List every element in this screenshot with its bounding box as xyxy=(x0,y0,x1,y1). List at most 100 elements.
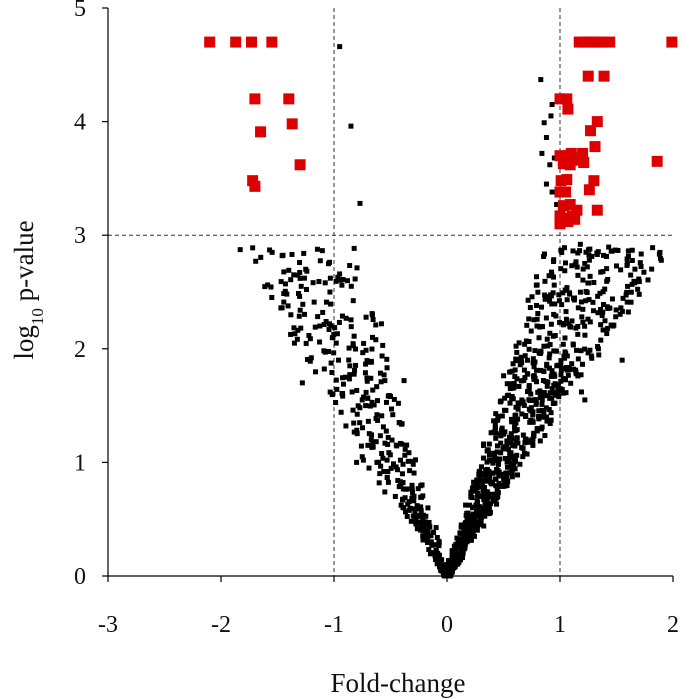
data-point-301 xyxy=(468,489,474,495)
data-point-832 xyxy=(493,411,499,417)
data-point-60 xyxy=(384,457,390,463)
data-point-975 xyxy=(430,529,436,535)
data-point-1058 xyxy=(531,373,537,379)
data-point-1038 xyxy=(466,521,472,527)
data-point-156 xyxy=(413,517,419,523)
data-point-10 xyxy=(538,77,544,83)
data-point-954 xyxy=(413,457,419,463)
significant-point-0 xyxy=(204,36,216,48)
data-point-1004 xyxy=(604,266,610,272)
data-point-303 xyxy=(559,302,565,308)
y-tick-label-0: 0 xyxy=(74,564,86,590)
data-point-1205 xyxy=(429,542,435,548)
data-point-677 xyxy=(575,356,581,362)
y-tick-label-3: 3 xyxy=(74,223,86,249)
data-point-542 xyxy=(530,419,536,425)
significant-point-46 xyxy=(554,210,566,222)
data-point-1355 xyxy=(478,470,484,476)
significant-point-39 xyxy=(583,184,595,196)
significant-point-11 xyxy=(573,36,585,48)
data-point-1267 xyxy=(551,257,557,263)
data-point-494 xyxy=(560,290,566,296)
data-point-907 xyxy=(547,390,553,396)
data-point-762 xyxy=(346,357,352,363)
data-point-57 xyxy=(376,480,382,486)
data-point-629 xyxy=(562,268,568,274)
data-point-276 xyxy=(383,399,389,405)
data-point-189 xyxy=(536,408,542,414)
data-point-917 xyxy=(529,294,535,300)
data-point-895 xyxy=(586,252,592,258)
data-point-693 xyxy=(645,277,651,283)
data-point-423 xyxy=(625,253,631,259)
data-point-39 xyxy=(347,363,353,369)
data-point-582 xyxy=(494,487,500,493)
data-point-174 xyxy=(543,315,549,321)
data-point-1175 xyxy=(488,451,494,457)
data-point-586 xyxy=(471,533,477,539)
data-point-46 xyxy=(382,378,388,384)
data-point-1040 xyxy=(595,293,601,299)
data-point-1135 xyxy=(554,363,560,369)
data-point-834 xyxy=(534,426,540,432)
data-point-1129 xyxy=(447,566,453,572)
data-point-845 xyxy=(354,265,360,271)
data-point-267 xyxy=(498,440,504,446)
data-point-635 xyxy=(499,427,505,433)
data-point-1279 xyxy=(573,367,579,373)
data-point-1189 xyxy=(550,333,556,339)
data-point-1216 xyxy=(402,446,408,452)
data-point-540 xyxy=(334,386,340,392)
data-point-5 xyxy=(297,275,303,281)
data-point-731 xyxy=(313,369,319,375)
data-point-490 xyxy=(286,267,292,273)
data-point-1019 xyxy=(419,482,425,488)
data-point-741 xyxy=(368,358,374,364)
data-point-876 xyxy=(511,459,517,465)
data-point-194 xyxy=(597,290,603,296)
data-point-720 xyxy=(493,483,499,489)
data-point-588 xyxy=(334,331,340,337)
data-point-552 xyxy=(546,273,552,279)
data-point-717 xyxy=(533,302,539,308)
data-point-1219 xyxy=(380,342,386,348)
significant-point-27 xyxy=(554,150,566,162)
data-point-1263 xyxy=(487,509,493,515)
data-point-281 xyxy=(563,316,569,322)
data-point-893 xyxy=(269,294,275,300)
data-point-590 xyxy=(612,247,618,253)
data-point-557 xyxy=(566,367,572,373)
data-point-1077 xyxy=(624,261,630,267)
x-tick-label-0: -3 xyxy=(98,612,118,638)
data-point-248 xyxy=(548,269,554,275)
data-point-861 xyxy=(475,490,481,496)
data-point-1252 xyxy=(281,299,287,305)
data-point-885 xyxy=(580,306,586,312)
data-point-1044 xyxy=(337,271,343,277)
data-point-1174 xyxy=(525,371,531,377)
data-point-596 xyxy=(617,311,623,317)
data-point-1104 xyxy=(624,299,630,305)
data-point-580 xyxy=(397,457,403,463)
significant-point-9 xyxy=(247,175,259,187)
data-point-759 xyxy=(321,322,327,328)
data-point-991 xyxy=(623,292,629,298)
data-point-335 xyxy=(514,349,520,355)
data-point-44 xyxy=(378,321,384,327)
data-point-1321 xyxy=(455,555,461,561)
data-point-740 xyxy=(281,269,287,275)
data-point-912 xyxy=(304,356,310,362)
data-point-1333 xyxy=(444,567,450,573)
data-point-704 xyxy=(354,387,360,393)
data-point-476 xyxy=(524,357,530,363)
significant-point-22 xyxy=(562,103,574,115)
data-point-1171 xyxy=(584,289,590,295)
data-point-974 xyxy=(507,369,513,375)
significant-point-38 xyxy=(588,175,600,187)
data-point-952 xyxy=(582,260,588,266)
data-point-633 xyxy=(284,291,290,297)
data-point-1102 xyxy=(350,341,356,347)
data-point-1253 xyxy=(301,250,307,256)
significant-point-15 xyxy=(596,36,608,48)
data-point-25 xyxy=(619,357,625,363)
